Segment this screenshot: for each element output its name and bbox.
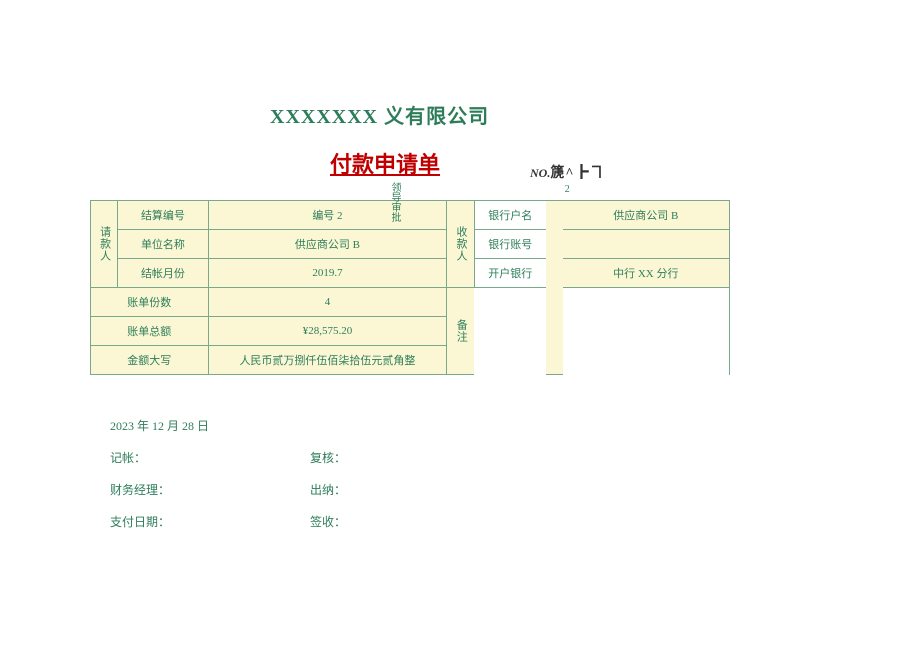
sig-cashier: 出纳： bbox=[310, 474, 430, 506]
sig-pay-date: 支付日期： bbox=[110, 506, 230, 538]
amount-cn-value: 人民币贰万捌仟伍佰柒拾伍元贰角整 bbox=[208, 346, 447, 375]
number-block: NO.篪^┣ヿ 2 bbox=[530, 162, 604, 195]
sig-book: 记帐： bbox=[110, 442, 230, 474]
date-text: 2023 年 12 月 28 日 bbox=[110, 410, 430, 442]
bill-total-label: 账单总额 bbox=[91, 317, 209, 346]
amount-cn-label: 金额大写 bbox=[91, 346, 209, 375]
approval-label: 领导审批 bbox=[389, 182, 399, 222]
remark-value bbox=[474, 288, 546, 375]
unit-label: 单位名称 bbox=[118, 230, 208, 259]
settle-no-label: 结算编号 bbox=[118, 201, 208, 230]
no-label: NO. bbox=[530, 166, 550, 180]
payment-form-table: 请款人 结算编号 编号 2 收款人 银行户名 供应商公司 B 单位名称 供应商公… bbox=[90, 200, 730, 375]
sig-receive: 签收： bbox=[310, 506, 430, 538]
sig-review: 复核： bbox=[310, 442, 430, 474]
payer-label: 请款人 bbox=[91, 201, 118, 288]
month-label: 结帐月份 bbox=[118, 259, 208, 288]
no-value: 篪^┣ヿ bbox=[550, 166, 604, 181]
payee-label: 收款人 bbox=[447, 201, 474, 288]
bank-acct-value bbox=[563, 230, 730, 259]
bill-total-value: ¥28,575.20 bbox=[208, 317, 447, 346]
sig-fin-mgr: 财务经理： bbox=[110, 474, 230, 506]
bank-acct-label: 银行账号 bbox=[474, 230, 546, 259]
bank-name-label: 银行户名 bbox=[474, 201, 546, 230]
company-name: XXXXXXX 义有限公司 bbox=[270, 100, 830, 129]
bill-count-value: 4 bbox=[208, 288, 447, 317]
form-wrap: 领导审批 请款人 结算编号 编号 2 收款人 银行户名 供应商公司 B 单位名称… bbox=[90, 200, 730, 375]
bank-name-value: 供应商公司 B bbox=[563, 201, 730, 230]
bill-count-label: 账单份数 bbox=[91, 288, 209, 317]
no-sub: 2 bbox=[530, 184, 604, 195]
document-container: XXXXXXX 义有限公司 付款申请单 NO.篪^┣ヿ 2 领导审批 请款人 结… bbox=[90, 100, 830, 179]
bank-open-label: 开户银行 bbox=[474, 259, 546, 288]
bank-open-value: 中行 XX 分行 bbox=[563, 259, 730, 288]
unit-value: 供应商公司 B bbox=[208, 230, 447, 259]
remark-label: 备注 bbox=[447, 288, 474, 375]
signature-block: 2023 年 12 月 28 日 记帐： 复核： 财务经理： 出纳： 支付日期：… bbox=[110, 410, 430, 538]
month-value: 2019.7 bbox=[208, 259, 447, 288]
settle-no-value: 编号 2 bbox=[208, 201, 447, 230]
